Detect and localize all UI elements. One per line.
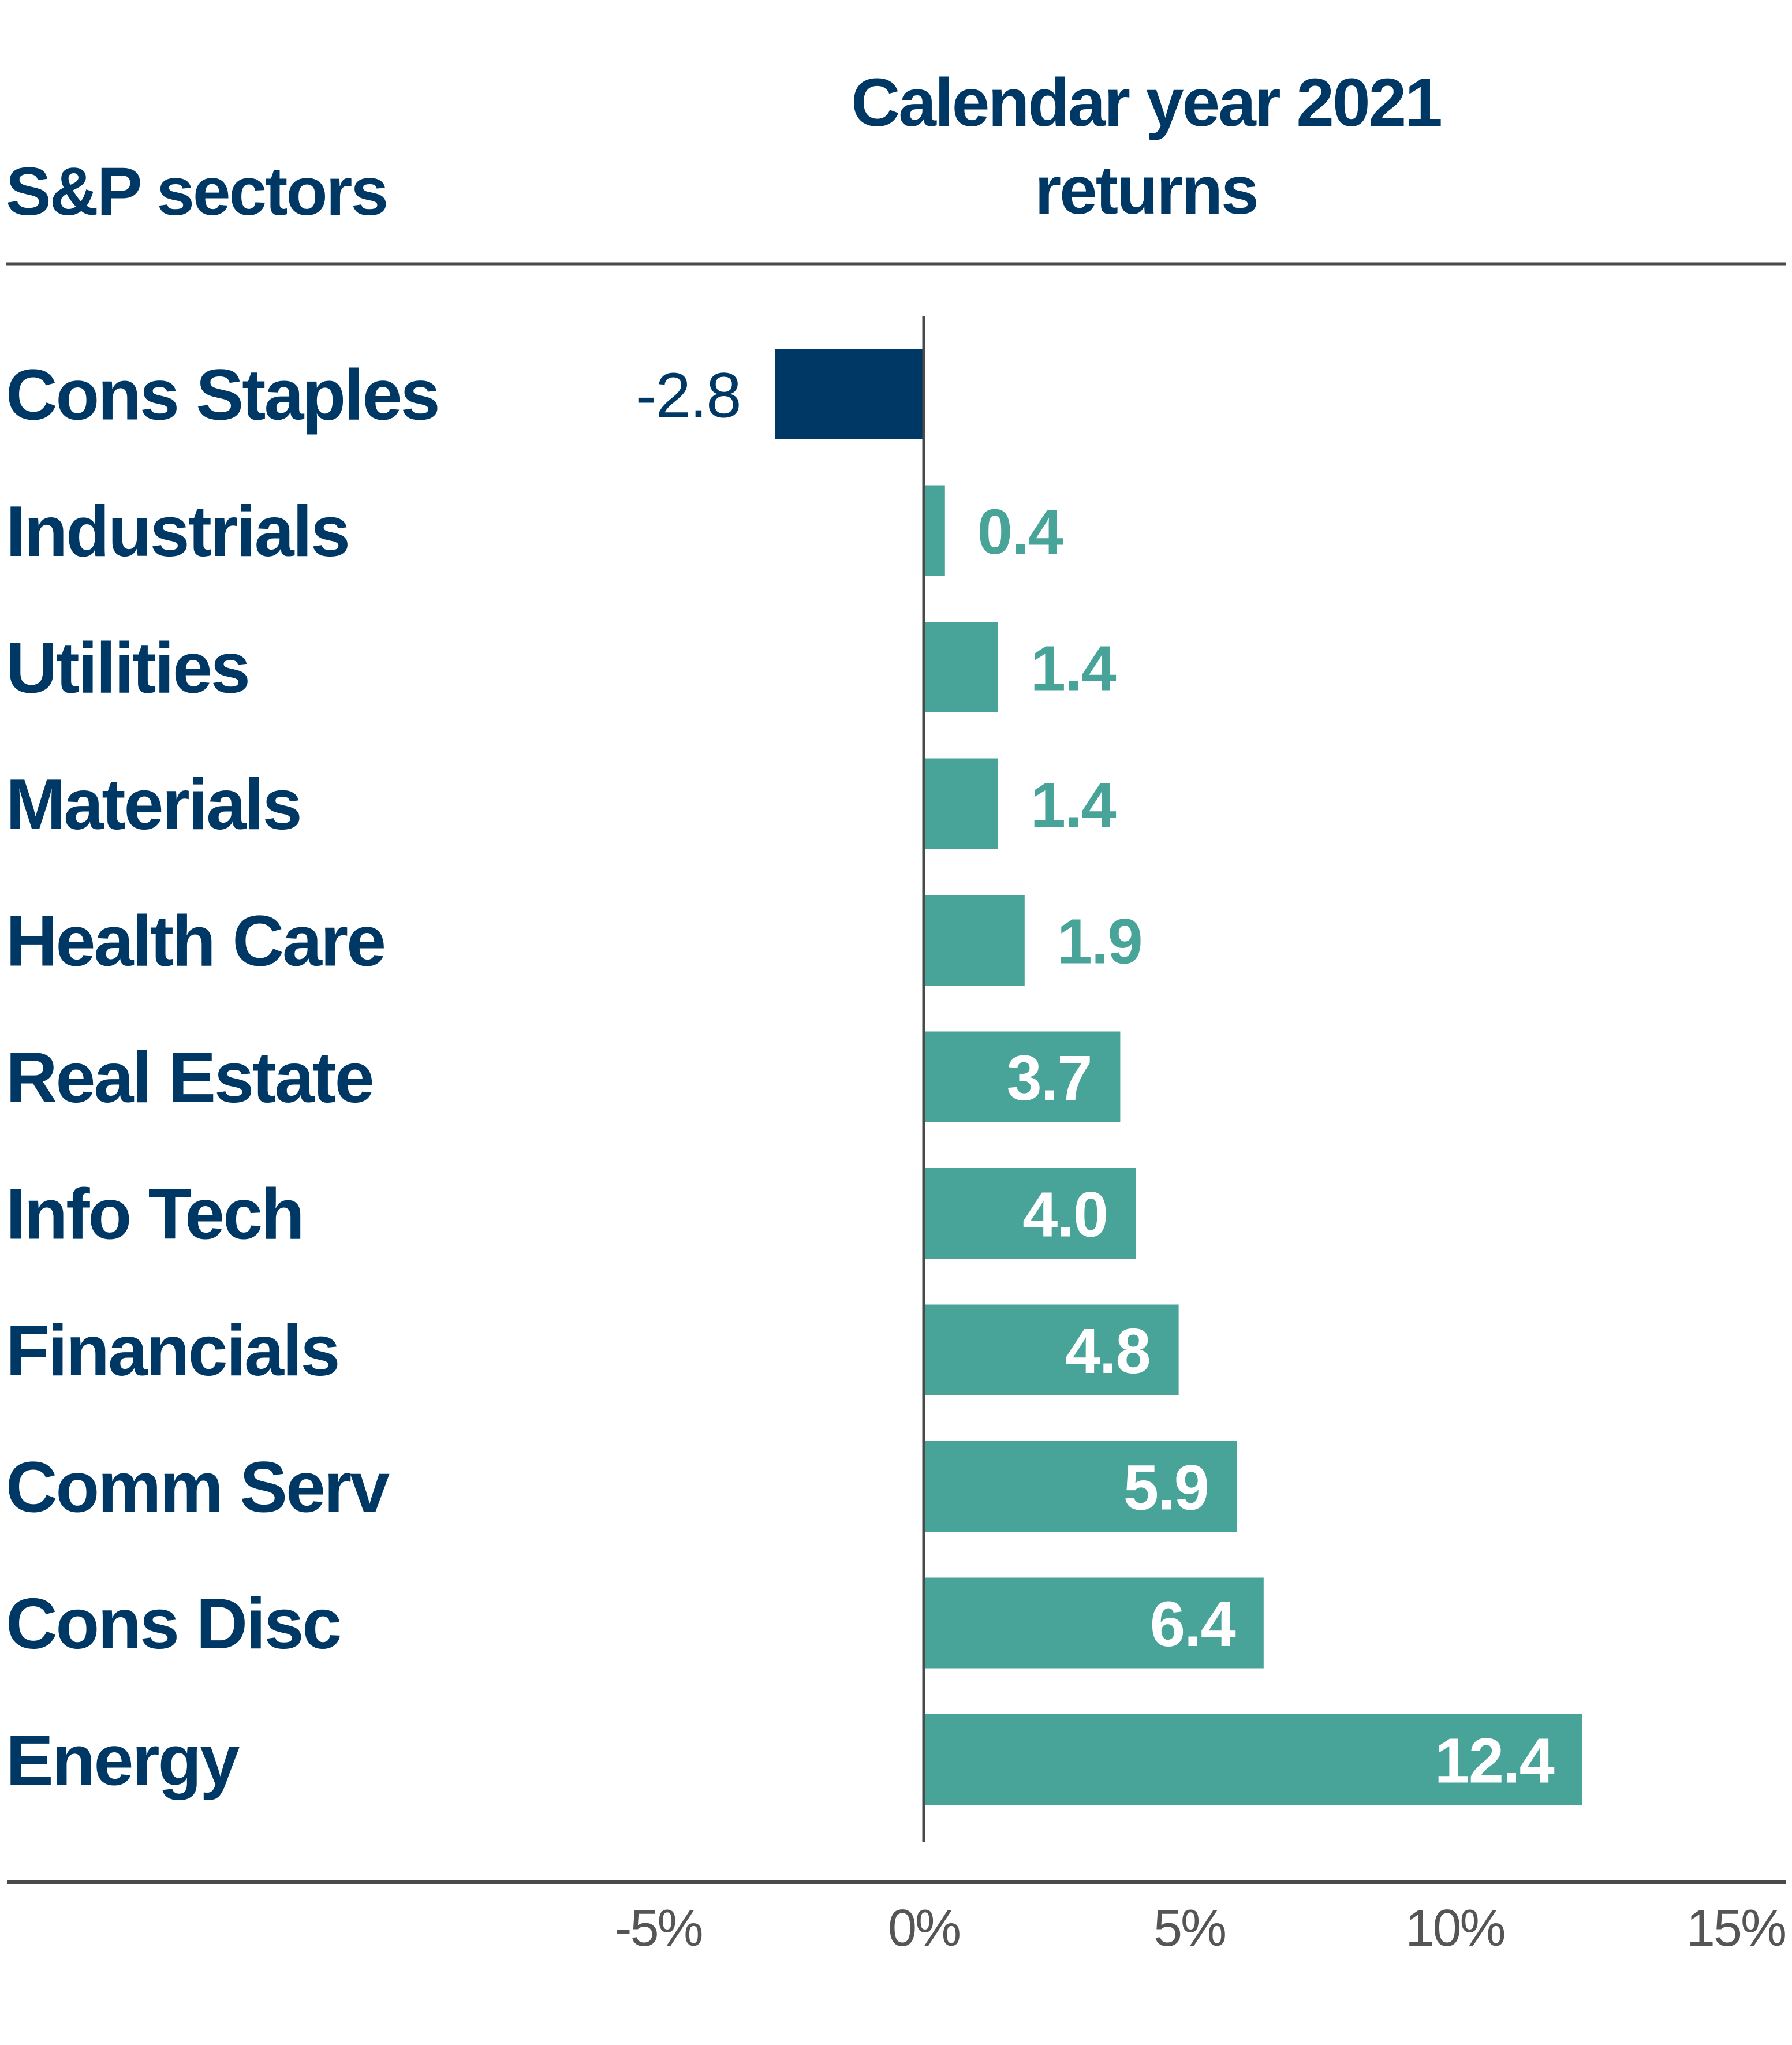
value-label: 4.8 <box>1065 1316 1150 1387</box>
bar-cons-disc <box>924 1577 1264 1669</box>
bar-cons-staples <box>775 349 924 439</box>
bar-health-care <box>924 895 1025 986</box>
category-label: Cons Disc <box>6 1584 340 1664</box>
bars-group <box>775 349 1582 1805</box>
category-label: Cons Staples <box>6 356 439 435</box>
header-sectors: S&P sectors <box>6 154 387 230</box>
value-label: -2.8 <box>636 360 741 431</box>
value-label: 0.4 <box>977 497 1063 568</box>
category-label: Utilities <box>6 629 249 708</box>
x-tick-label: 10% <box>1405 1900 1504 1957</box>
x-tick-label: 15% <box>1686 1900 1785 1957</box>
x-tick-label: 0% <box>888 1900 960 1957</box>
x-tick-label: 5% <box>1153 1900 1225 1957</box>
value-label: 1.4 <box>1031 633 1117 704</box>
category-label: Info Tech <box>6 1175 303 1255</box>
x-tick-labels: -5% 0% 5% 10% 15% <box>614 1900 1787 1957</box>
bar-materials <box>924 758 998 849</box>
category-label: Real Estate <box>6 1038 373 1118</box>
bar-utilities <box>924 622 998 712</box>
category-label: Financials <box>6 1311 338 1391</box>
category-labels: Cons Staples Industrials Utilities Material… <box>6 356 440 1801</box>
bar-energy <box>924 1714 1582 1805</box>
bar-real-estate <box>924 1031 1121 1122</box>
bar-industrials <box>924 485 945 576</box>
value-label: 1.4 <box>1031 770 1117 841</box>
category-label: Comm Serv <box>6 1448 390 1528</box>
value-labels: -2.8 0.4 1.4 1.4 1.9 3.7 4.0 4.8 5.9 6.4 12.4 <box>636 360 1556 1797</box>
value-label: 1.9 <box>1057 906 1142 977</box>
bar-financials <box>924 1304 1179 1395</box>
value-label: 5.9 <box>1123 1453 1208 1524</box>
chart-title-line-2: returns <box>1035 152 1257 229</box>
bar-comm-serv <box>924 1441 1237 1532</box>
category-label: Materials <box>6 765 301 845</box>
chart-title-line-1: Calendar year 2021 <box>851 65 1441 141</box>
value-label: 6.4 <box>1150 1589 1236 1660</box>
category-label: Energy <box>6 1721 240 1801</box>
value-label: 12.4 <box>1435 1726 1555 1797</box>
value-label: 4.0 <box>1022 1180 1107 1251</box>
bar-info-tech <box>924 1168 1136 1259</box>
category-label: Industrials <box>6 492 349 572</box>
category-label: Health Care <box>6 902 384 982</box>
value-label: 3.7 <box>1006 1043 1091 1114</box>
x-tick-label: -5% <box>614 1900 701 1957</box>
